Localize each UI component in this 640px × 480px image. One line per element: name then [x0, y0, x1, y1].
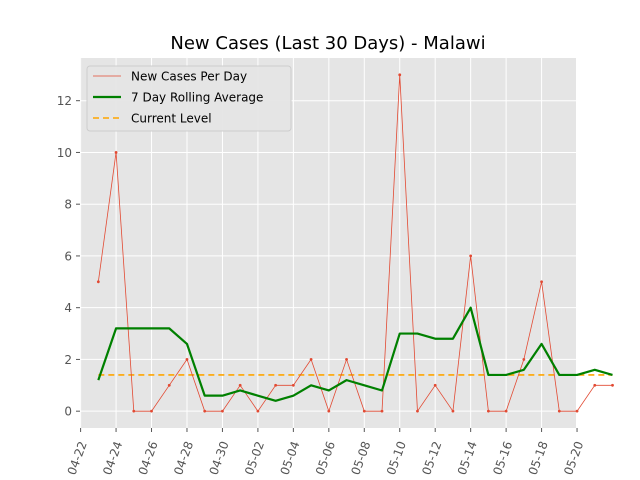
data-point-new-cases: [504, 409, 508, 413]
data-point-new-cases: [238, 383, 242, 387]
data-point-new-cases: [150, 409, 153, 413]
data-point-new-cases: [114, 151, 118, 154]
y-tick-label: 8: [64, 198, 72, 212]
series-rolling-average-line: [97, 306, 613, 402]
data-point-new-cases: [256, 409, 260, 413]
series-new-cases-line: [97, 74, 613, 413]
data-point-new-cases: [291, 383, 295, 387]
legend-entry-rolling-average-label: 7 Day Rolling Average: [131, 91, 263, 105]
data-point-new-cases: [557, 409, 561, 413]
data-point-new-cases: [96, 280, 100, 284]
data-point-new-cases: [416, 409, 419, 413]
data-point-new-cases: [593, 383, 597, 387]
data-point-new-cases: [274, 383, 278, 387]
data-point-new-cases: [469, 254, 473, 258]
chart-title: New Cases (Last 30 Days) - Malawi: [170, 33, 485, 54]
data-point-new-cases: [433, 383, 437, 387]
legend-entry-new-cases-label: New Cases Per Day: [131, 70, 247, 84]
data-point-new-cases: [362, 409, 366, 413]
data-point-new-cases: [132, 409, 136, 413]
x-axis: 04-22 04-24 04-26 04-28 04-30 05-02 05-04 05-06…: [65, 428, 586, 477]
data-point-new-cases: [309, 358, 313, 361]
data-point-new-cases: [221, 409, 224, 413]
series-layer: [96, 73, 614, 413]
data-point-new-cases: [203, 409, 207, 413]
data-point-new-cases: [540, 280, 543, 284]
data-point-new-cases: [486, 409, 490, 413]
y-tick-label: 10: [57, 146, 72, 160]
y-tick-label: 2: [64, 353, 72, 367]
legend-entry-current-level-label: Current Level: [131, 112, 212, 126]
data-point-new-cases: [575, 409, 579, 413]
y-axis: 0 2 4 6 8 10 12: [57, 94, 80, 419]
data-point-new-cases: [398, 73, 402, 77]
y-tick-label: 0: [64, 405, 72, 419]
legend-box: [86, 65, 292, 132]
data-point-new-cases: [167, 383, 171, 387]
data-point-new-cases: [327, 409, 331, 413]
data-point-new-cases: [345, 358, 348, 361]
y-tick-label: 4: [64, 301, 72, 315]
data-point-new-cases: [451, 409, 455, 413]
y-tick-label: 6: [64, 249, 72, 263]
data-point-new-cases: [611, 383, 614, 387]
legend: New Cases Per Day 7 Day Rolling Average Cu…: [86, 65, 292, 132]
data-point-new-cases: [185, 358, 189, 361]
y-tick-label: 12: [57, 94, 72, 108]
data-point-new-cases: [380, 409, 384, 413]
data-point-new-cases: [522, 358, 526, 361]
